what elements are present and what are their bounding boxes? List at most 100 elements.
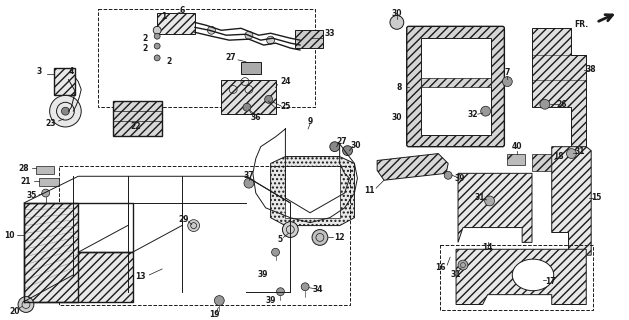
Bar xyxy=(157,12,194,34)
Bar xyxy=(98,9,315,107)
Text: 31: 31 xyxy=(451,270,461,279)
Circle shape xyxy=(154,33,160,39)
Ellipse shape xyxy=(512,259,554,291)
Text: 17: 17 xyxy=(545,277,556,286)
Text: 5: 5 xyxy=(278,235,283,244)
FancyBboxPatch shape xyxy=(407,26,504,147)
Text: 26: 26 xyxy=(556,100,567,109)
Text: 30: 30 xyxy=(392,113,402,122)
Circle shape xyxy=(243,103,251,111)
Circle shape xyxy=(267,36,274,44)
Text: 4: 4 xyxy=(69,67,74,76)
Circle shape xyxy=(277,288,284,296)
Text: 30: 30 xyxy=(392,9,402,18)
Bar xyxy=(241,62,261,74)
Circle shape xyxy=(343,146,352,156)
Circle shape xyxy=(265,95,272,103)
Bar xyxy=(36,166,53,174)
Bar xyxy=(113,101,162,136)
Circle shape xyxy=(485,196,494,206)
Text: 32: 32 xyxy=(467,110,478,119)
Text: 7: 7 xyxy=(504,68,510,77)
Text: 36: 36 xyxy=(250,113,261,122)
Bar xyxy=(295,30,323,48)
Text: 20: 20 xyxy=(9,307,19,316)
Circle shape xyxy=(208,26,215,34)
Text: 29: 29 xyxy=(179,215,189,224)
Text: 14: 14 xyxy=(482,243,493,252)
Circle shape xyxy=(244,178,254,188)
Circle shape xyxy=(567,149,576,158)
Text: 39: 39 xyxy=(265,296,276,305)
Circle shape xyxy=(301,283,309,291)
Polygon shape xyxy=(377,154,448,180)
Circle shape xyxy=(50,95,81,127)
Text: 11: 11 xyxy=(364,186,374,195)
Text: 8: 8 xyxy=(396,83,401,92)
Bar xyxy=(508,154,525,165)
Text: 25: 25 xyxy=(280,102,291,111)
Circle shape xyxy=(458,260,468,270)
Circle shape xyxy=(282,222,298,237)
Text: 35: 35 xyxy=(26,190,37,199)
Text: 2: 2 xyxy=(143,44,148,52)
Text: 37: 37 xyxy=(243,171,254,180)
Text: 34: 34 xyxy=(313,285,323,294)
Text: 19: 19 xyxy=(209,310,220,319)
Circle shape xyxy=(187,220,199,231)
Circle shape xyxy=(18,297,34,312)
Text: 39: 39 xyxy=(257,270,268,279)
Circle shape xyxy=(330,142,340,152)
Polygon shape xyxy=(456,249,586,305)
Circle shape xyxy=(493,188,503,198)
Text: 31: 31 xyxy=(574,147,584,156)
Bar xyxy=(58,166,350,305)
Circle shape xyxy=(245,31,253,39)
Circle shape xyxy=(390,15,404,29)
Text: 28: 28 xyxy=(19,164,30,173)
Text: 27: 27 xyxy=(337,137,347,146)
Bar xyxy=(421,78,491,87)
Text: 21: 21 xyxy=(21,177,31,186)
Bar xyxy=(53,68,75,95)
Text: 24: 24 xyxy=(280,77,291,86)
Bar xyxy=(221,80,276,114)
Text: 2: 2 xyxy=(167,57,172,66)
Text: 27: 27 xyxy=(226,53,237,62)
Circle shape xyxy=(540,99,550,109)
Text: 18: 18 xyxy=(554,152,564,161)
Polygon shape xyxy=(24,203,133,301)
Polygon shape xyxy=(532,28,586,147)
Text: 15: 15 xyxy=(591,194,601,203)
Text: 40: 40 xyxy=(512,142,523,151)
Circle shape xyxy=(154,55,160,61)
Text: 31: 31 xyxy=(474,194,485,203)
Text: 23: 23 xyxy=(45,119,56,129)
Text: 3: 3 xyxy=(36,67,42,76)
Text: 9: 9 xyxy=(308,116,313,125)
Circle shape xyxy=(153,26,161,34)
Bar xyxy=(39,178,58,186)
Text: 39: 39 xyxy=(455,174,465,183)
Circle shape xyxy=(272,248,279,256)
Text: 30: 30 xyxy=(350,141,360,150)
Circle shape xyxy=(444,171,452,179)
Bar xyxy=(440,245,593,310)
Circle shape xyxy=(312,229,328,245)
Polygon shape xyxy=(552,147,591,255)
Text: 13: 13 xyxy=(135,272,146,281)
Text: 16: 16 xyxy=(435,262,445,272)
Circle shape xyxy=(62,107,69,115)
Circle shape xyxy=(481,106,491,116)
Text: 2: 2 xyxy=(143,34,148,43)
Polygon shape xyxy=(270,156,355,226)
Text: 10: 10 xyxy=(4,231,14,240)
Bar xyxy=(421,38,491,135)
Circle shape xyxy=(154,43,160,49)
Text: 22: 22 xyxy=(130,123,141,132)
Text: 38: 38 xyxy=(586,65,596,74)
Text: 12: 12 xyxy=(335,233,345,242)
Polygon shape xyxy=(458,173,532,242)
Circle shape xyxy=(42,189,50,197)
Circle shape xyxy=(503,77,512,86)
